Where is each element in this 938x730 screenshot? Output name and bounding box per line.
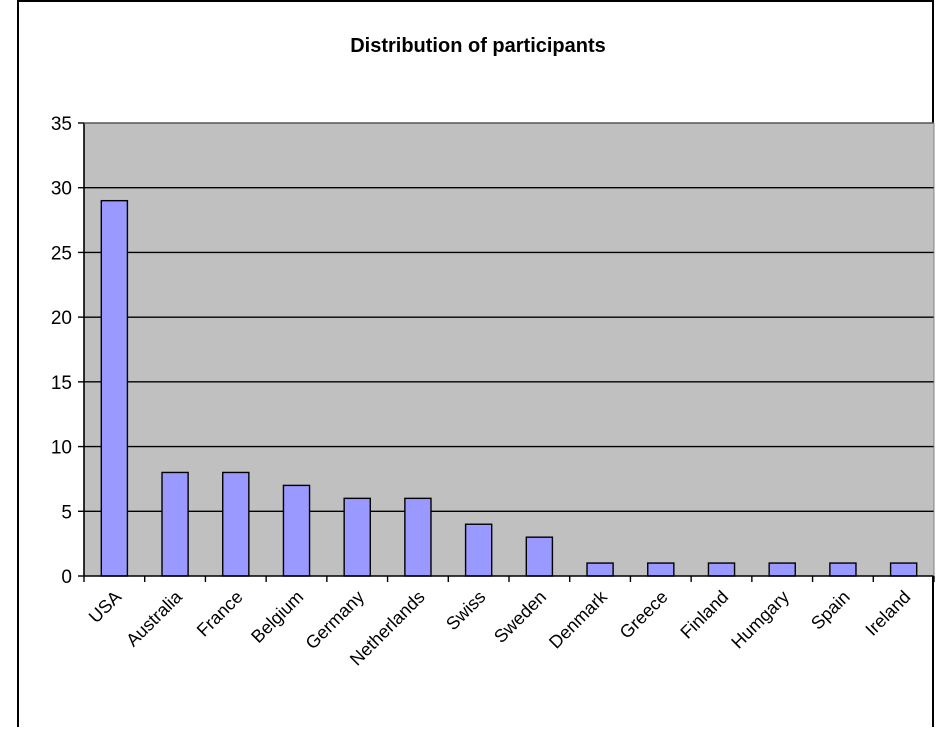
bar-swiss [464,523,493,577]
y-tick-label: 25 [51,243,72,264]
x-tick-label: Sweden [490,587,550,647]
x-tick-label: Greece [616,587,672,643]
bar-belgium [282,484,311,577]
x-tick-label: Spain [807,587,854,634]
x-tick-label: Swiss [442,587,489,634]
x-tick-label: Belgium [247,587,307,647]
y-tick-label: 5 [61,502,72,523]
y-axis-ticks: 0 5 10 15 20 25 30 35 [51,114,84,588]
y-tick-label: 0 [61,567,72,588]
y-tick-label: 20 [51,308,72,329]
x-tick-label: Denmark [545,586,611,652]
y-tick-label: 10 [51,438,72,459]
x-tick-label: France [193,587,247,641]
x-tick-label: USA [85,587,125,627]
bar-australia [161,471,189,577]
bar-greece [647,562,675,577]
bars [100,199,918,577]
bar-finland [707,562,736,577]
x-tick-label: Finland [676,587,732,643]
x-tick-label: Ireland [861,587,914,640]
bar-france [222,471,250,577]
bar-denmark [586,562,614,577]
y-tick-label: 35 [51,114,72,135]
plot-area [84,123,934,576]
bar-usa [100,199,129,577]
y-tick-label: 30 [51,179,72,200]
chart-title: Distribution of participants [350,35,606,57]
bar-spain [829,562,857,577]
bar-germany [343,497,371,577]
x-tick-label: Humgary [727,587,793,653]
bar-ireland [889,562,918,577]
y-tick-label: 15 [51,373,72,394]
bar-humgary [768,562,796,577]
bar-netherlands [404,497,432,577]
x-tick-label: Australia [122,586,186,650]
bar-sweden [525,536,554,577]
